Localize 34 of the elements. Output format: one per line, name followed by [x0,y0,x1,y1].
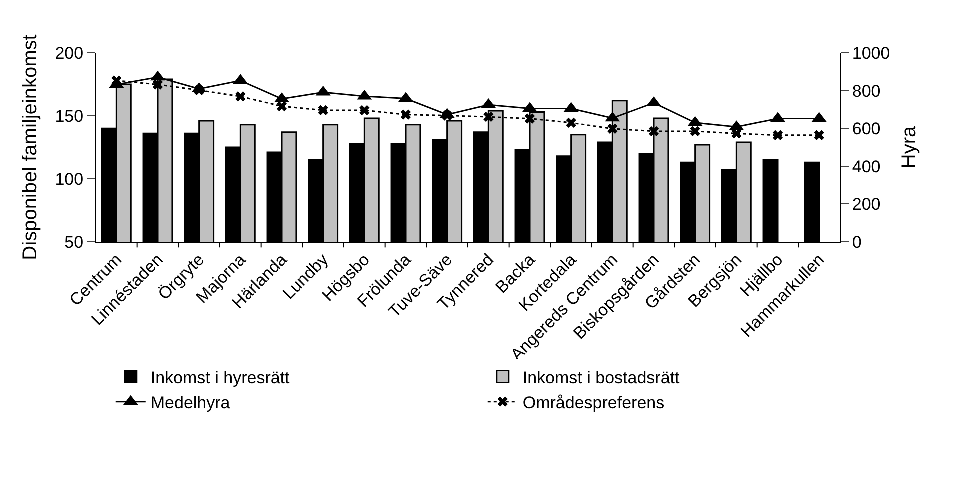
y-tick-label: 150 [55,106,84,126]
point [608,124,618,134]
point [442,110,452,121]
y2-tick-label: 200 [852,195,881,214]
y-tick-label: 200 [55,44,84,63]
point [484,112,494,122]
legend-label: Inkomst i bostadsrätt [522,368,680,388]
point [318,105,328,116]
y2-tick-label: 1000 [852,44,890,63]
point [236,92,246,102]
legend-label: Inkomst i hyresrätt [150,368,290,388]
y2-tick-label: 0 [852,232,862,252]
point [360,105,370,116]
y2-tick-label: 600 [852,120,881,139]
point [400,110,412,120]
point [814,130,824,140]
point [152,80,164,90]
legend-label: Områdespreferens [522,393,665,412]
point [566,118,576,128]
point [732,128,742,139]
y2-tick-label: 400 [852,157,881,176]
point [276,101,288,112]
point [772,130,784,140]
y2-tick-label: 800 [852,82,881,101]
point [690,126,700,137]
point [112,76,122,86]
y-tick-label: 50 [64,232,84,252]
legend-label: Medelhyra [150,393,231,412]
point [648,126,660,137]
y2-axis-title: Hyra [898,126,921,169]
y-tick-label: 100 [55,170,84,189]
y-axis-title: Disponibel familjeinkomst [20,34,42,260]
point [524,114,536,124]
point [194,85,204,96]
